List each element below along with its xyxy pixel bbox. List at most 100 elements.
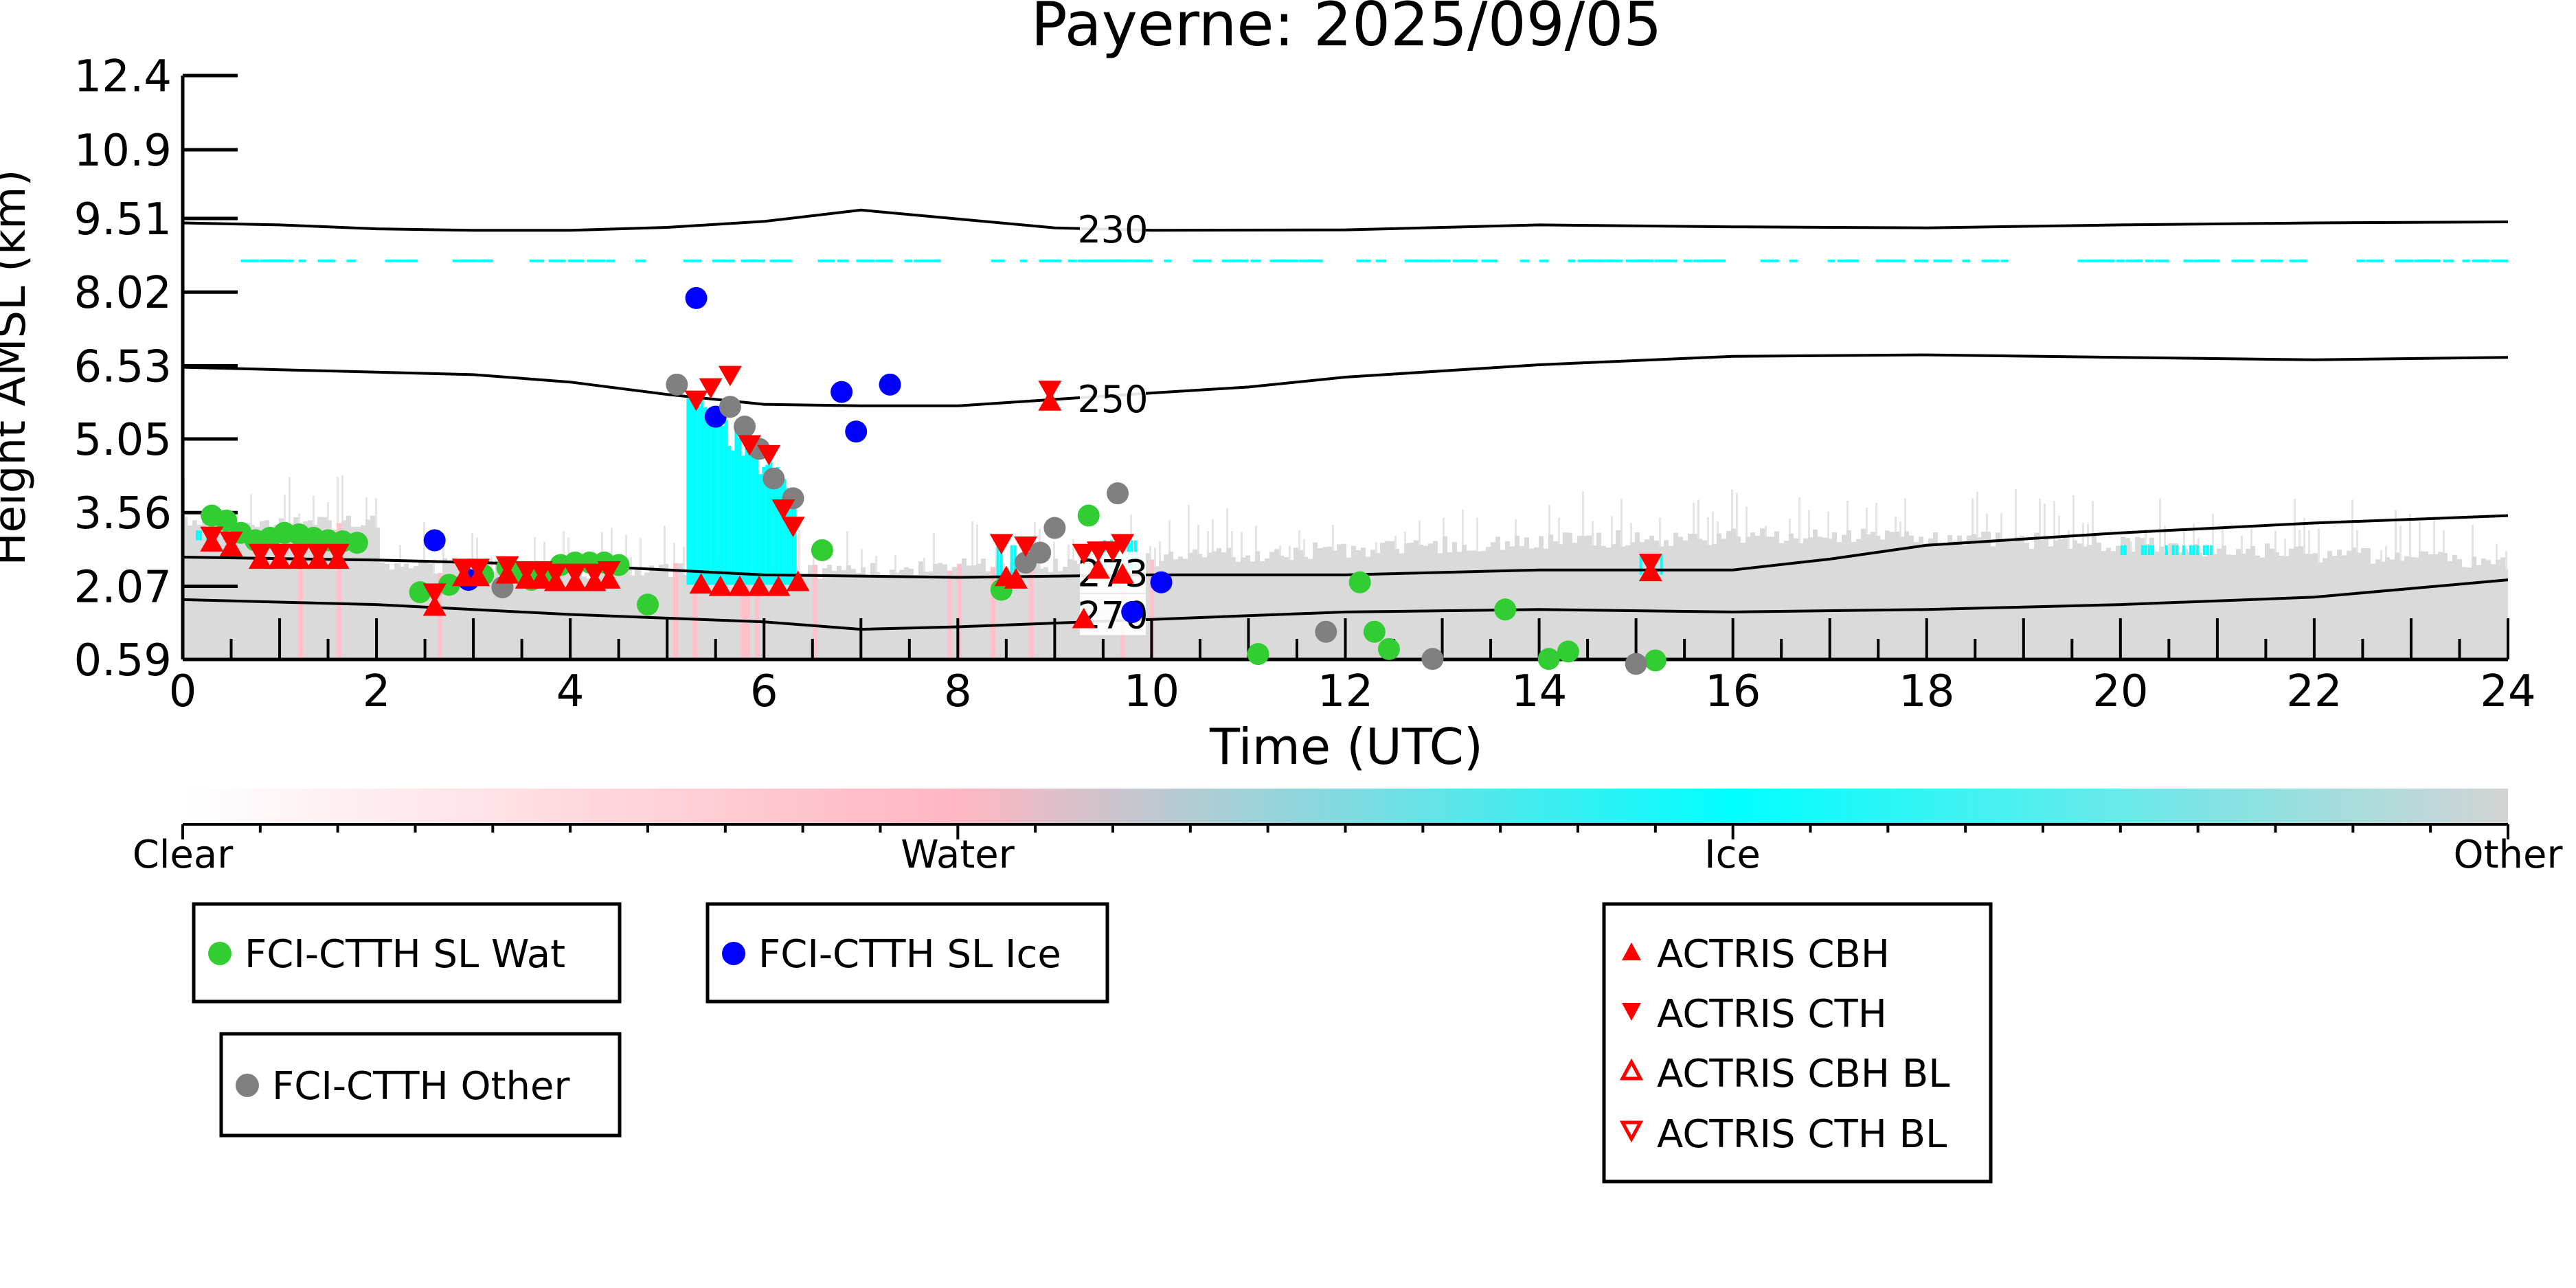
marker-fci-ctth-other [1107, 482, 1129, 505]
y-tick-label: 0.59 [74, 635, 172, 686]
y-tick-label: 2.07 [74, 562, 172, 613]
contour-230 [183, 208, 2508, 232]
marker-fci-ctth-other [1421, 648, 1444, 670]
marker-fci-ctth-sl-wat [438, 574, 460, 596]
marker-fci-ctth-sl-ice [685, 286, 708, 309]
y-tick-label: 3.56 [74, 488, 172, 539]
x-tick-label: 14 [1511, 666, 1567, 717]
marker-fci-ctth-other [1029, 541, 1052, 564]
marker-actris-cth [1111, 534, 1135, 555]
y-tick-label: 6.53 [74, 341, 172, 392]
marker-actris-cth [771, 499, 795, 520]
marker-actris-cth [326, 543, 350, 565]
legend-box-sl-ice: FCI-CTTH SL Ice [705, 902, 1109, 1004]
x-tick-label: 20 [2092, 666, 2148, 717]
marker-actris-cth [248, 543, 272, 565]
y-axis-label: Height AMSL (km) [0, 170, 36, 566]
x-tick-label: 4 [556, 666, 585, 717]
marker-actris-cth [200, 526, 224, 547]
x-axis-label: Time (UTC) [1209, 718, 1483, 776]
marker-actris-cth [287, 543, 311, 565]
y-tick-label: 9.51 [74, 194, 172, 245]
marker-actris-cbh [727, 575, 752, 596]
legend-label-other: FCI-CTTH Other [272, 1064, 570, 1109]
marker-fci-ctth-other [734, 416, 756, 438]
marker-actris-cbh [708, 575, 732, 596]
x-tick-label: 0 [169, 666, 197, 717]
legend-marker-sl-wat [208, 942, 231, 965]
phase-colorbar: Clear Water Ice Other [133, 789, 2563, 877]
contour-250 [183, 353, 2508, 407]
marker-actris-cbh [1086, 558, 1110, 579]
marker-actris-cth [1072, 543, 1096, 565]
marker-actris-cth [466, 558, 490, 580]
marker-fci-ctth-sl-ice [879, 373, 901, 396]
marker-fci-ctth-other [762, 467, 785, 490]
marker-actris-cbh [786, 570, 810, 591]
marker-actris-cth [1038, 381, 1062, 402]
contour-270 [183, 578, 2508, 631]
marker-fci-ctth-sl-wat [1077, 504, 1100, 527]
marker-actris-cth [306, 543, 330, 565]
legend-label-sl-wat: FCI-CTTH SL Wat [245, 932, 565, 977]
marker-actris-cbh [689, 573, 713, 594]
x-tick-label: 24 [2480, 666, 2535, 717]
marker-fci-ctth-sl-wat [811, 539, 833, 561]
marker-actris-cth [1014, 536, 1038, 557]
marker-fci-ctth-sl-wat [215, 509, 238, 532]
y-tick-label: 10.9 [74, 126, 172, 177]
marker-fci-ctth-sl-wat [1494, 598, 1517, 621]
marker-actris-cbh [1111, 563, 1135, 584]
legend-label-actris-cbh-bl: ACTRIS CBH BL [1657, 1052, 1950, 1096]
y-tick-label: 8.02 [74, 268, 172, 319]
colorbar-label-clear: Clear [133, 833, 234, 877]
legend-box-other: FCI-CTTH Other [219, 1032, 622, 1138]
legend-marker-other [236, 1074, 259, 1097]
marker-fci-ctth-sl-ice [1150, 571, 1173, 594]
x-tick-label: 16 [1705, 666, 1761, 717]
marker-actris-cth [583, 563, 607, 585]
marker-actris-cbh [422, 595, 447, 616]
marker-actris-cth [597, 561, 621, 582]
marker-actris-cbh [767, 575, 791, 596]
marker-actris-cth [684, 390, 708, 411]
x-tick-label: 18 [1899, 666, 1954, 717]
y-tick-label: 12.4 [74, 52, 172, 102]
marker-fci-ctth-sl-wat [1644, 649, 1667, 672]
marker-actris-cth [563, 563, 587, 585]
legend-marker-actris-cth [1622, 1003, 1641, 1021]
chart-title: Payerne: 2025/09/05 [1031, 0, 1662, 60]
marker-actris-cth [268, 543, 292, 565]
x-tick-label: 12 [1318, 666, 1373, 717]
x-tick-label: 6 [750, 666, 778, 717]
marker-actris-cth [718, 365, 742, 387]
marker-actris-cth [757, 444, 781, 466]
cloud-phase-background [183, 259, 2508, 659]
marker-fci-ctth-sl-ice [423, 529, 446, 552]
marker-actris-cth [989, 534, 1013, 555]
marker-fci-ctth-sl-wat [1247, 643, 1269, 666]
colorbar-ticks [181, 824, 2509, 839]
legend-label-sl-ice: FCI-CTTH SL Ice [758, 932, 1061, 977]
marker-fci-ctth-other [666, 373, 688, 396]
y-tick-label: 5.05 [74, 415, 172, 466]
marker-fci-ctth-sl-ice [845, 420, 868, 443]
marker-actris-cth [544, 563, 568, 585]
contour-label-230: 230 [1077, 208, 1148, 251]
marker-fci-ctth-sl-wat [1348, 571, 1371, 594]
x-tick-label: 10 [1124, 666, 1179, 717]
marker-actris-cth [699, 378, 723, 399]
marker-actris-cth [219, 531, 243, 552]
marker-actris-cbh [1004, 568, 1028, 589]
legend-marker-sl-ice [722, 942, 745, 965]
marker-actris-cth [495, 556, 519, 577]
marker-actris-cbh [1072, 607, 1096, 629]
legend-marker-actris-cth-bl [1619, 1120, 1644, 1143]
legend-box-sl-wat: FCI-CTTH SL Wat [192, 902, 622, 1004]
legend-label-actris-cth: ACTRIS CTH [1657, 992, 1887, 1037]
marker-fci-ctth-other [1315, 620, 1337, 643]
colorbar-label-other: Other [2453, 833, 2563, 877]
colorbar-gradient [183, 789, 2508, 823]
legend-box-actris: ACTRIS CBH ACTRIS CTH ACTRIS CBH BL ACTR… [1602, 902, 1993, 1184]
marker-fci-ctth-sl-wat [1363, 620, 1386, 643]
